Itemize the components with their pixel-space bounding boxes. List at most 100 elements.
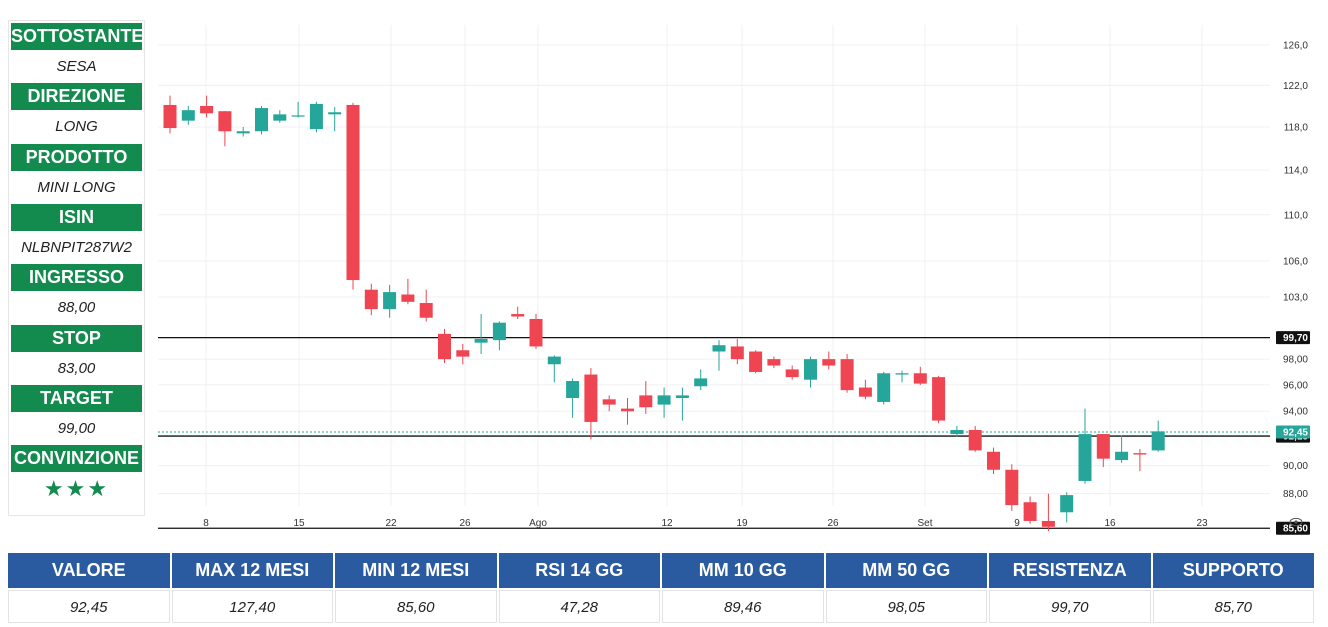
candle-body <box>1133 453 1147 455</box>
candle <box>602 395 616 412</box>
x-tick-label: 19 <box>736 518 748 529</box>
candle-body <box>1078 434 1092 481</box>
info-label-prodotto: PRODOTTO <box>11 143 142 171</box>
stat-value: 99,70 <box>989 590 1151 623</box>
candle-body <box>822 359 836 366</box>
stats-table: VALORE 92,45 MAX 12 MESI 127,40 MIN 12 MESI 8… <box>8 553 1316 625</box>
x-tick-label: 8 <box>203 518 209 529</box>
candle-body <box>749 351 763 372</box>
info-label-target: TARGET <box>11 384 142 412</box>
candle <box>694 369 708 391</box>
y-tick-label: 90,00 <box>1283 461 1308 472</box>
x-tick-label: 16 <box>1104 518 1116 529</box>
candle-body <box>547 356 561 365</box>
x-tick-label: 15 <box>293 518 305 529</box>
stat-header: MM 10 GG <box>662 553 824 588</box>
candle-body <box>236 131 250 134</box>
candle-body <box>492 322 506 341</box>
candle <box>1133 449 1147 472</box>
level-label: 99,70 <box>1283 333 1308 344</box>
candle <box>1060 492 1074 523</box>
info-value-direzione: LONG <box>55 118 98 136</box>
candle-body <box>968 429 982 451</box>
candle-body <box>1060 495 1074 513</box>
candle <box>1115 435 1129 463</box>
candle-body <box>840 359 854 391</box>
candle <box>383 284 397 318</box>
candle-body <box>712 345 726 352</box>
stat-value: 47,28 <box>498 590 660 623</box>
candle-body <box>511 314 525 317</box>
candle-body <box>621 408 634 412</box>
candle-body <box>566 381 580 399</box>
y-tick-label: 126,0 <box>1283 41 1308 52</box>
candle-body <box>913 373 927 384</box>
trade-info-panel: SOTTOSTANTE SESA DIREZIONE LONG PRODOTTO MINI… <box>8 20 145 516</box>
stat-header: MAX 12 MESI <box>171 553 333 588</box>
y-tick-label: 103,0 <box>1283 292 1308 303</box>
candle-body <box>291 115 305 117</box>
y-tick-label: 98,00 <box>1283 355 1308 366</box>
y-tick-label: 94,00 <box>1283 407 1308 418</box>
y-tick-label: 114,0 <box>1284 166 1309 177</box>
candle-body <box>767 359 781 366</box>
candle <box>419 289 433 322</box>
candle <box>346 102 360 290</box>
stat-value: 89,46 <box>662 590 824 623</box>
stat-value: 98,05 <box>825 590 987 623</box>
stat-value: 85,70 <box>1152 590 1314 623</box>
candle-body <box>730 346 744 360</box>
candle-body <box>1151 431 1165 451</box>
x-axis: 8 15 22 26 Ago 12 19 26 Set 9 16 23 <box>203 518 1208 529</box>
candle <box>547 355 561 383</box>
candle <box>364 283 378 316</box>
candle <box>621 398 634 425</box>
candle <box>840 354 854 393</box>
candle <box>236 126 250 137</box>
candle <box>987 447 1000 474</box>
candle-body <box>474 338 488 343</box>
info-label-sottostante: SOTTOSTANTE <box>11 23 142 50</box>
candle-body <box>932 377 946 421</box>
candle-body <box>1096 434 1110 459</box>
y-tick-label: 122,0 <box>1283 81 1308 92</box>
candle <box>529 314 543 349</box>
info-value-ingresso: 88,00 <box>57 299 96 317</box>
stat-header: RESISTENZA <box>989 553 1151 588</box>
candle <box>438 328 451 363</box>
stat-header: SUPPORTO <box>1152 553 1314 588</box>
x-tick-label: 23 <box>1196 518 1208 529</box>
candle <box>712 340 726 371</box>
candle <box>858 379 872 400</box>
candle-body <box>694 378 708 387</box>
candle <box>1078 408 1092 484</box>
candle <box>218 111 232 147</box>
info-label-isin: ISIN <box>11 203 142 231</box>
candle <box>968 425 982 452</box>
level-label: 85,60 <box>1283 524 1308 535</box>
chart-background <box>150 20 1320 535</box>
x-tick-label: 26 <box>827 518 839 529</box>
stat-value: 85,60 <box>335 590 497 623</box>
info-label-stop: STOP <box>11 324 142 352</box>
candle-body <box>804 359 817 380</box>
candle <box>913 366 927 385</box>
candle <box>1005 464 1019 511</box>
candle-body <box>273 114 287 121</box>
candle <box>200 95 214 118</box>
candle <box>675 387 689 421</box>
eye-icon[interactable] <box>1289 517 1303 527</box>
x-tick-label: Set <box>917 518 932 529</box>
candle-body <box>218 111 232 132</box>
y-tick-label: 110,0 <box>1284 210 1309 221</box>
stat-value: 127,40 <box>171 590 333 623</box>
stat-header: VALORE <box>8 553 170 588</box>
candle-body <box>1115 451 1129 461</box>
candle-body <box>657 395 671 405</box>
candle-body <box>456 350 470 357</box>
candle-body <box>438 333 451 360</box>
candle-body <box>181 110 195 121</box>
candle <box>1151 420 1165 452</box>
y-tick-label: 96,00 <box>1283 380 1308 391</box>
candle-body <box>419 303 433 318</box>
